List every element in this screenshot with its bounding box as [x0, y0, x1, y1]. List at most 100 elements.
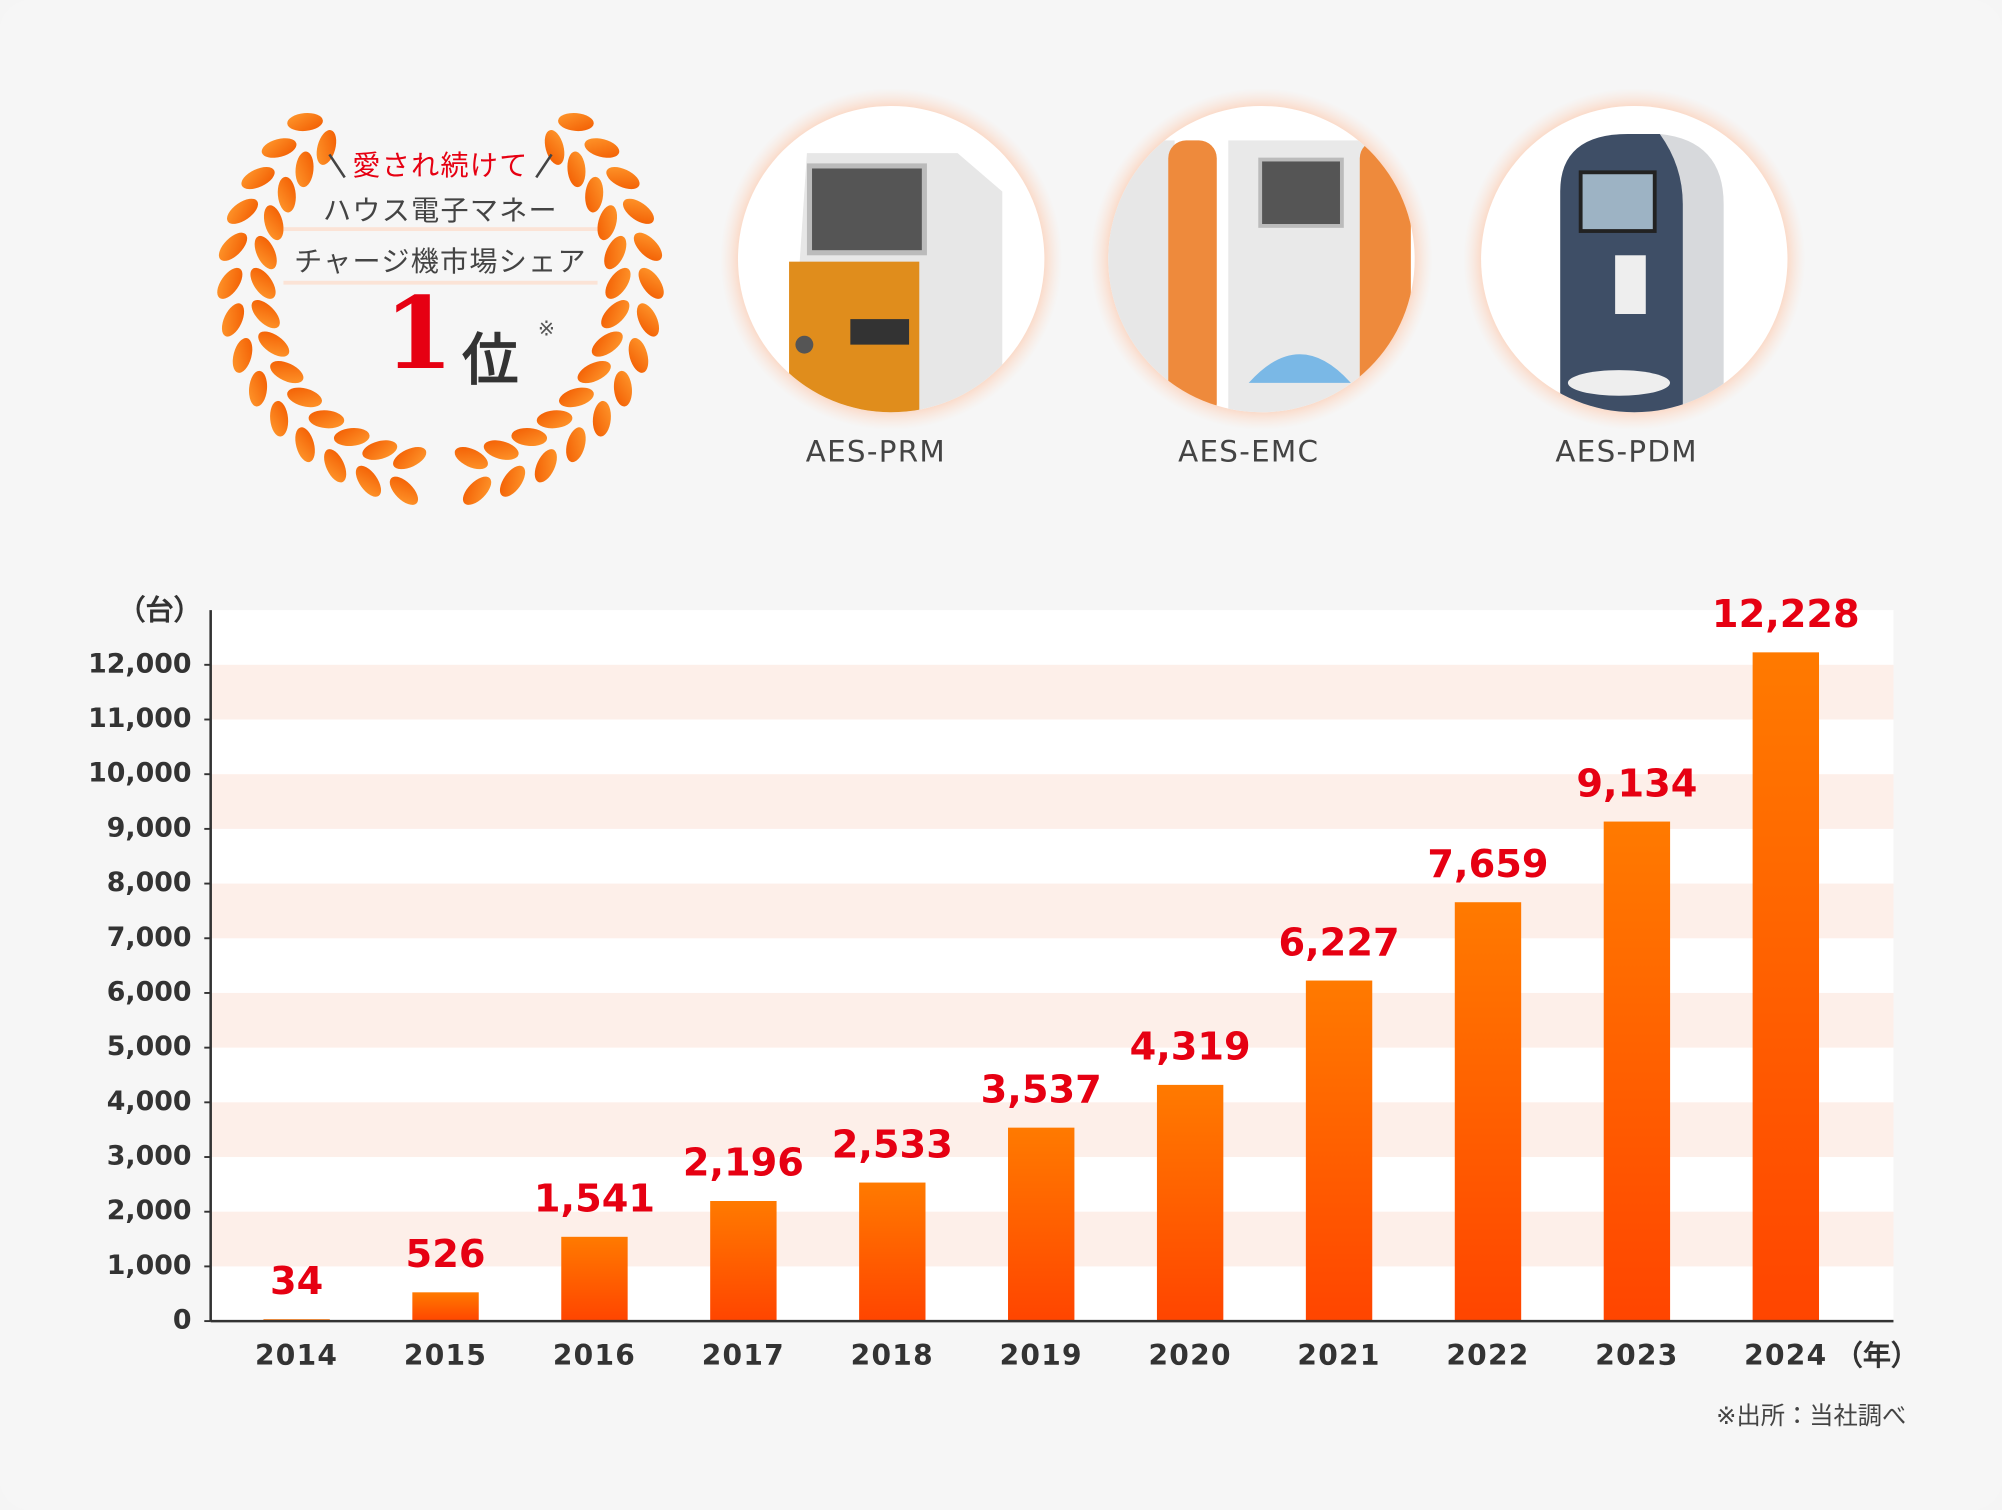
x-tick-label: 2017	[702, 1339, 785, 1372]
laurel-leaf	[218, 232, 248, 261]
laurel-leaf	[232, 337, 253, 373]
laurel-leaf	[254, 235, 277, 270]
badge-rank: 1	[384, 276, 453, 392]
laurel-leaf	[534, 449, 557, 483]
laurel-leaf	[636, 303, 660, 337]
value-label: 4,319	[1130, 1025, 1251, 1070]
slash	[328, 153, 346, 179]
value-label: 3,537	[981, 1067, 1102, 1112]
laurel-leaf	[333, 427, 370, 447]
laurel-leaf	[324, 449, 347, 483]
laurel-leaf	[605, 267, 631, 299]
product-image	[1560, 134, 1724, 413]
laurel-leaf	[217, 267, 243, 299]
laurel-leaf	[261, 138, 297, 158]
laurel-leaf	[585, 176, 604, 213]
y-tick-label: 3,000	[107, 1141, 192, 1172]
laurel-leaf	[258, 331, 290, 357]
x-tick-label: 2024	[1744, 1339, 1827, 1372]
grid-stripe	[210, 774, 1894, 829]
value-label: 1,541	[534, 1177, 655, 1222]
badge-tagline: 愛され続けて	[352, 149, 528, 182]
y-tick-label: 9,000	[107, 812, 192, 843]
value-label: 526	[406, 1232, 486, 1277]
badge-mark: ※	[538, 316, 555, 340]
bar	[859, 1182, 926, 1322]
laurel-leaf	[613, 370, 632, 407]
laurel-leaf	[592, 400, 611, 437]
y-tick-label: 10,000	[88, 758, 191, 789]
laurel-leaf	[249, 370, 268, 407]
laurel-leaf	[601, 300, 630, 329]
laurel-leaf	[566, 427, 586, 463]
laurel-leaf	[628, 337, 649, 373]
product-name: AES-PDM	[1555, 435, 1697, 469]
laurel-leaf	[250, 267, 276, 299]
laurel-leaf	[584, 138, 620, 158]
laurel-leaf	[251, 300, 280, 329]
laurel-leaf	[577, 361, 611, 384]
badge-rank-unit: 位	[461, 328, 518, 393]
x-tick-label: 2016	[553, 1339, 636, 1372]
laurel-leaf	[633, 232, 663, 261]
note: ※出所：当社調べ	[1716, 1401, 1906, 1430]
bar	[1305, 980, 1373, 1322]
laurel	[217, 112, 664, 505]
x-axis-label: （年）	[1835, 1339, 1919, 1372]
y-tick-label: 11,000	[88, 703, 191, 734]
bar	[1454, 902, 1522, 1322]
laurel-leaf	[559, 387, 594, 408]
laurel-leaf	[606, 166, 640, 190]
value-label: 7,659	[1427, 842, 1548, 887]
y-tick-label: 1,000	[107, 1250, 192, 1281]
laurel-leaf	[389, 476, 419, 505]
laurel-leaf	[511, 427, 548, 447]
x-tick-label: 2015	[404, 1339, 487, 1372]
product: AES-EMC	[1090, 88, 1433, 469]
x-tick-label: 2021	[1297, 1339, 1380, 1372]
x-tick-label: 2020	[1148, 1339, 1231, 1372]
bar	[1156, 1084, 1224, 1322]
bar	[1008, 1127, 1075, 1322]
laurel-leaf	[263, 205, 284, 241]
value-label: 34	[270, 1259, 323, 1304]
bar	[1603, 821, 1671, 1322]
underline	[283, 280, 598, 285]
laurel-leaf	[287, 112, 323, 132]
bar	[412, 1292, 479, 1322]
plot	[210, 652, 1894, 1322]
y-tick-label: 7,000	[107, 922, 192, 953]
grid-stripe	[210, 664, 1894, 720]
y-tick-label: 8,000	[107, 867, 192, 898]
underline	[283, 227, 598, 232]
laurel-leaf	[221, 303, 245, 337]
laurel-leaf	[270, 361, 304, 384]
laurel-leaf	[597, 205, 618, 241]
x-tick-label: 2014	[255, 1339, 338, 1372]
y-tick-label: 6,000	[107, 976, 192, 1007]
bar	[1752, 652, 1820, 1322]
y-tick-label: 12,000	[88, 648, 191, 679]
slash	[535, 153, 553, 179]
laurel-leaf	[355, 465, 382, 497]
value-label: 2,533	[832, 1122, 953, 1167]
product: AES-PRM	[720, 88, 1063, 469]
laurel-leaf	[295, 427, 315, 463]
y-tick-label: 4,000	[107, 1086, 192, 1117]
x-tick-label: 2019	[1000, 1339, 1083, 1372]
bar	[561, 1236, 628, 1322]
laurel-leaf	[622, 198, 654, 224]
laurel-leaf	[638, 267, 664, 299]
laurel-leaf	[270, 400, 289, 437]
badge-line: チャージ機市場シェア	[294, 245, 587, 278]
laurel-leaf	[362, 440, 398, 460]
y-tick-label: 0	[173, 1305, 192, 1336]
product-name: AES-PRM	[806, 435, 946, 469]
laurel-leaf	[483, 440, 519, 460]
laurel-leaf	[295, 151, 314, 188]
x-tick-label: 2023	[1595, 1339, 1678, 1372]
value-label: 9,134	[1576, 761, 1697, 806]
y-axis-label: （台）	[117, 593, 201, 626]
x-tick-label: 2022	[1446, 1339, 1529, 1372]
laurel-leaf	[462, 476, 492, 505]
